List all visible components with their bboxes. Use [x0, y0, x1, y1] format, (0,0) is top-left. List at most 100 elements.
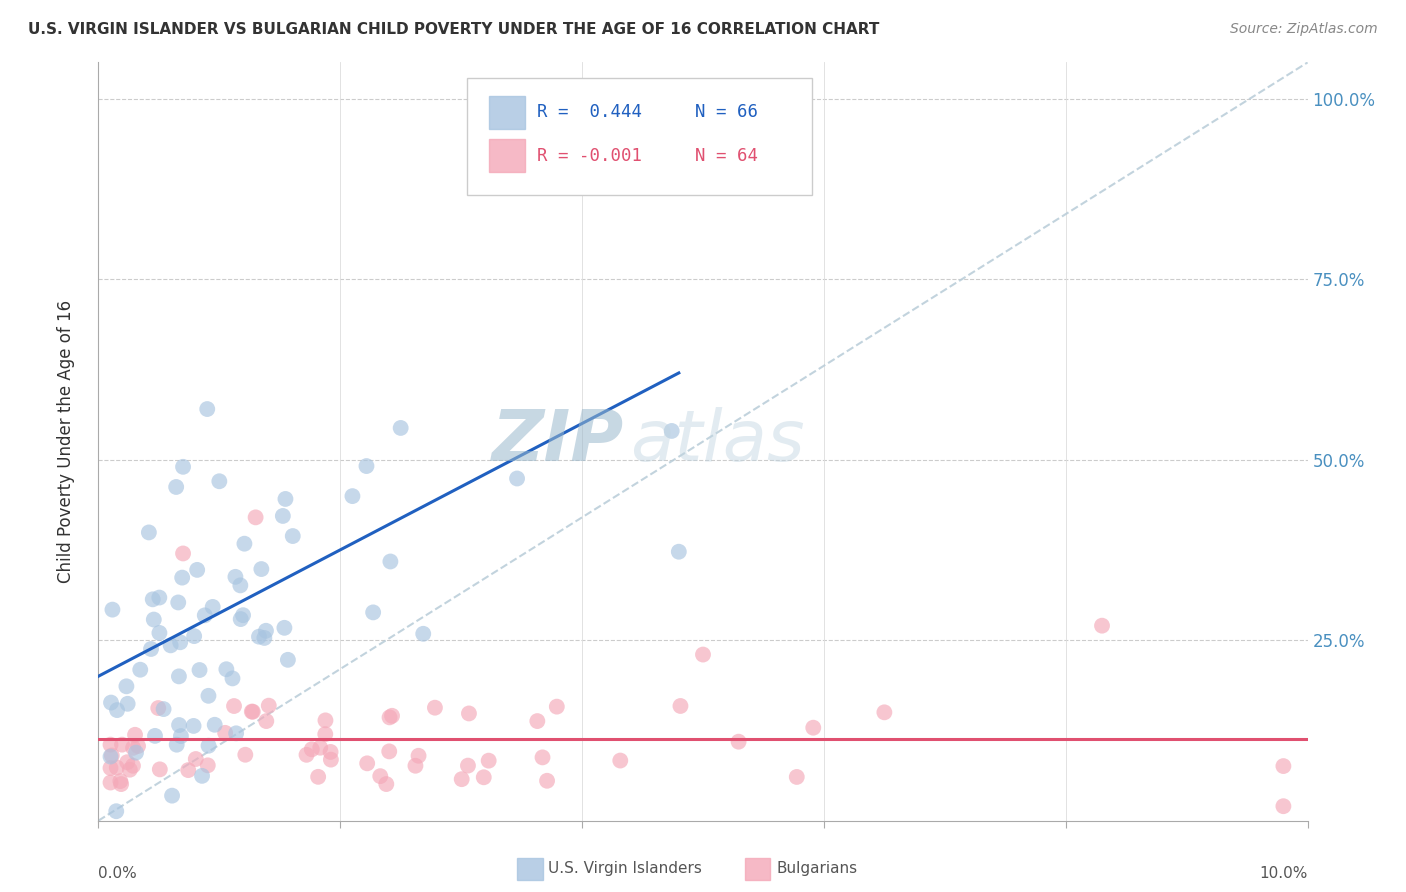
Point	[167, 669, 190, 683]
Point	[356, 458, 378, 473]
Point	[100, 775, 122, 789]
Point	[232, 608, 254, 623]
Point	[100, 749, 122, 764]
Text: Bulgarians: Bulgarians	[776, 862, 858, 876]
Point	[506, 471, 529, 485]
Point	[873, 706, 896, 720]
Point	[229, 612, 252, 626]
Point	[188, 663, 211, 677]
Point	[314, 727, 336, 741]
Point	[166, 738, 188, 752]
Point	[204, 718, 226, 732]
Point	[125, 746, 148, 760]
Point	[457, 758, 479, 772]
Point	[152, 702, 174, 716]
Point	[274, 491, 297, 506]
Point	[319, 753, 342, 767]
Point	[169, 635, 191, 649]
Point	[142, 613, 165, 627]
Point	[472, 770, 495, 784]
Point	[167, 718, 190, 732]
Point	[177, 763, 200, 777]
Point	[250, 562, 273, 576]
Point	[319, 745, 342, 759]
Point	[229, 578, 252, 592]
Point	[342, 489, 364, 503]
Point	[254, 714, 277, 728]
Point	[404, 758, 426, 772]
Point	[727, 734, 749, 748]
Point	[183, 719, 205, 733]
Bar	[489, 139, 526, 172]
Point	[191, 769, 214, 783]
Point	[110, 774, 132, 789]
Point	[172, 571, 194, 585]
Point	[160, 789, 183, 803]
Point	[240, 705, 263, 719]
Point	[661, 424, 683, 438]
Point	[110, 777, 132, 791]
Point	[111, 738, 134, 752]
Point	[100, 761, 122, 775]
Point	[129, 663, 152, 677]
Point	[215, 662, 238, 676]
Point	[531, 750, 554, 764]
Point	[378, 744, 401, 758]
Text: R = -0.001: R = -0.001	[537, 146, 643, 165]
Point	[115, 755, 138, 769]
Y-axis label: Child Poverty Under the Age of 16: Child Poverty Under the Age of 16	[56, 300, 75, 583]
Point	[222, 699, 245, 714]
Point	[186, 563, 208, 577]
Point	[117, 697, 139, 711]
Point	[277, 653, 299, 667]
Point	[122, 740, 145, 755]
Point	[668, 545, 690, 559]
Point	[271, 508, 294, 523]
Point	[254, 624, 277, 638]
Text: 10.0%: 10.0%	[1260, 866, 1308, 881]
Point	[1272, 759, 1295, 773]
Point	[115, 679, 138, 693]
Point	[381, 708, 404, 723]
Point	[526, 714, 548, 728]
Point	[786, 770, 808, 784]
Point	[247, 630, 270, 644]
Point	[148, 626, 170, 640]
Point	[692, 648, 714, 662]
Point	[368, 769, 391, 783]
Point	[101, 602, 124, 616]
Point	[101, 748, 124, 763]
Point	[208, 475, 231, 489]
Point	[546, 699, 568, 714]
Point	[423, 700, 446, 714]
Point	[281, 529, 304, 543]
Point	[273, 621, 295, 635]
Point	[172, 459, 194, 474]
Point	[127, 739, 149, 753]
Point	[172, 546, 194, 560]
Point	[143, 729, 166, 743]
Point	[148, 701, 170, 715]
Point	[378, 710, 401, 724]
Point	[183, 629, 205, 643]
Text: N = 66: N = 66	[695, 103, 758, 121]
Point	[412, 627, 434, 641]
Point	[225, 726, 247, 740]
Point	[361, 606, 384, 620]
Text: Source: ZipAtlas.com: Source: ZipAtlas.com	[1230, 22, 1378, 37]
Point	[389, 421, 412, 435]
Point	[214, 726, 236, 740]
Point	[149, 763, 172, 777]
Point	[159, 638, 181, 652]
Point	[1272, 799, 1295, 814]
Point	[124, 728, 146, 742]
Text: 0.0%: 0.0%	[98, 866, 138, 881]
Point	[536, 773, 558, 788]
Point	[801, 721, 824, 735]
Point	[314, 714, 336, 728]
Text: ZIP: ZIP	[492, 407, 624, 476]
Point	[478, 754, 501, 768]
Point	[233, 537, 256, 551]
Point	[375, 777, 398, 791]
Point	[309, 740, 332, 755]
